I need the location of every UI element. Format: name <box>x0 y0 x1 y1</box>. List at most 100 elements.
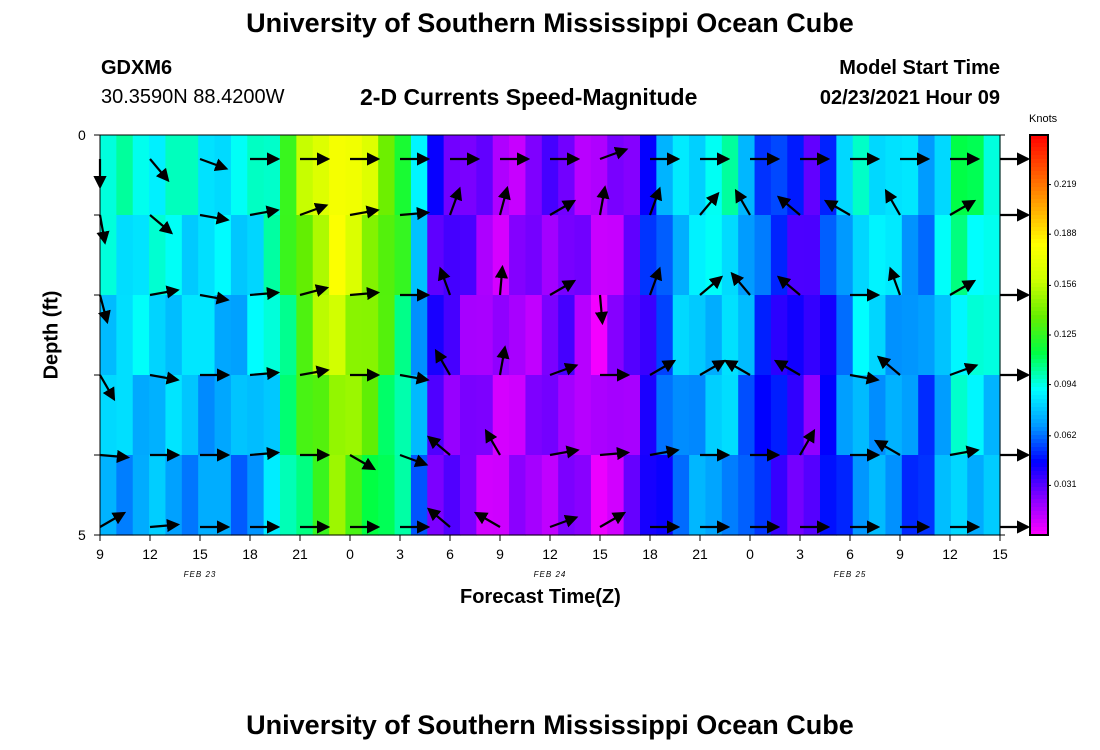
current-vector <box>873 439 901 456</box>
current-vector <box>494 264 509 296</box>
colorbar-segment <box>1030 299 1048 304</box>
heatmap-cell <box>181 215 199 296</box>
heatmap-cell <box>836 375 854 456</box>
heatmap-cell <box>950 215 968 296</box>
colorbar-segment <box>1030 327 1048 332</box>
heatmap-cell <box>607 375 625 456</box>
colorbar-segment <box>1030 199 1048 204</box>
heatmap-cell <box>869 295 887 376</box>
heatmap-cell <box>165 375 183 456</box>
colorbar-segment <box>1030 323 1048 328</box>
x-tick-label: 21 <box>292 546 308 562</box>
colorbar-tick-label: 0.094 <box>1054 378 1077 389</box>
heatmap-cell <box>214 295 232 376</box>
current-vector <box>949 279 977 296</box>
heatmap-cell <box>901 135 919 216</box>
colorbar-segment <box>1030 307 1048 312</box>
current-vector <box>949 199 977 216</box>
heatmap-cell <box>280 135 297 216</box>
heatmap-cell <box>983 215 1001 296</box>
colorbar-segment <box>1030 263 1048 268</box>
colorbar-segment <box>1030 463 1048 468</box>
heatmap-cell <box>345 215 363 296</box>
model-start-value: 02/23/2021 Hour 09 <box>819 87 1000 109</box>
heatmap-cell <box>574 455 592 536</box>
heatmap-cell <box>672 375 690 456</box>
heatmap-cell <box>574 215 592 296</box>
heatmap-cell <box>329 295 347 376</box>
colorbar-segment <box>1030 475 1048 480</box>
current-vector <box>426 435 451 456</box>
heatmap-cell <box>345 455 363 536</box>
heatmap-cell <box>280 455 297 536</box>
heatmap-cell <box>214 135 232 216</box>
axis-ticks <box>94 134 1005 541</box>
heatmap-cell <box>721 215 739 296</box>
heatmap-cell <box>803 215 821 296</box>
heatmap-cell <box>950 455 968 536</box>
heatmap-cell <box>590 455 608 536</box>
heatmap-cell <box>901 215 919 296</box>
heatmap-cell <box>329 215 347 296</box>
heatmap-cell <box>640 295 657 376</box>
heatmap-cell <box>640 455 657 536</box>
heatmap-cell <box>525 375 543 456</box>
colorbar-segment <box>1030 183 1048 188</box>
heatmap-cell <box>623 455 641 536</box>
colorbar-segment <box>1030 423 1048 428</box>
current-vector <box>149 285 180 299</box>
heatmap-cell <box>280 295 297 376</box>
colorbar-segment <box>1030 439 1048 444</box>
x-tick-label: 6 <box>846 546 854 562</box>
colorbar-segment <box>1030 375 1048 380</box>
heatmap-cell <box>934 455 952 536</box>
colorbar-segment <box>1030 227 1048 232</box>
heatmap-cell <box>885 455 903 536</box>
heatmap-cell <box>263 135 281 216</box>
heatmap-cell <box>869 135 887 216</box>
current-vector <box>648 266 663 296</box>
current-vector <box>549 514 579 529</box>
x-tick-label: 15 <box>992 546 1008 562</box>
heatmap-cell <box>198 215 216 296</box>
heatmap-cell <box>885 375 903 456</box>
heatmap-cell <box>623 295 641 376</box>
heatmap-cell <box>983 135 1001 216</box>
heatmap-cell <box>460 455 477 536</box>
current-vector <box>299 284 330 298</box>
colorbar-segment <box>1030 191 1048 196</box>
heatmap-cell <box>198 455 216 536</box>
current-vector <box>723 359 751 376</box>
colorbar-segment <box>1030 159 1048 164</box>
current-vector <box>349 454 377 471</box>
colorbar-segment <box>1030 275 1048 280</box>
heatmap-cell <box>901 295 919 376</box>
heatmap-cell <box>787 215 805 296</box>
colorbar-segment <box>1030 427 1048 432</box>
current-vector <box>434 348 451 376</box>
heatmap-cell <box>410 295 428 376</box>
heatmap-cell <box>787 375 805 456</box>
heatmap-cell <box>116 215 134 296</box>
x-tick-label: 3 <box>396 546 404 562</box>
colorbar-label: Knots <box>1029 113 1058 125</box>
heatmap-cell <box>181 135 199 216</box>
heatmap-cell <box>116 375 134 456</box>
heatmap-cell <box>738 375 756 456</box>
heatmap-cell <box>770 295 788 376</box>
heatmap-cell <box>492 135 510 216</box>
heatmap-cell <box>492 375 510 456</box>
current-vector <box>949 445 980 459</box>
heatmap-cell <box>623 375 641 456</box>
x-tick-label: 15 <box>592 546 608 562</box>
colorbar-segment <box>1030 319 1048 324</box>
heatmap-cell <box>705 295 723 376</box>
heatmap-cell <box>345 375 363 456</box>
heatmap-cell <box>918 295 936 376</box>
current-vector <box>97 294 111 325</box>
heatmap-cell <box>230 295 248 376</box>
colorbar-segment <box>1030 235 1048 240</box>
heatmap-cell <box>558 295 576 376</box>
heatmap-cell <box>721 295 739 376</box>
heatmap-cell <box>165 135 183 216</box>
